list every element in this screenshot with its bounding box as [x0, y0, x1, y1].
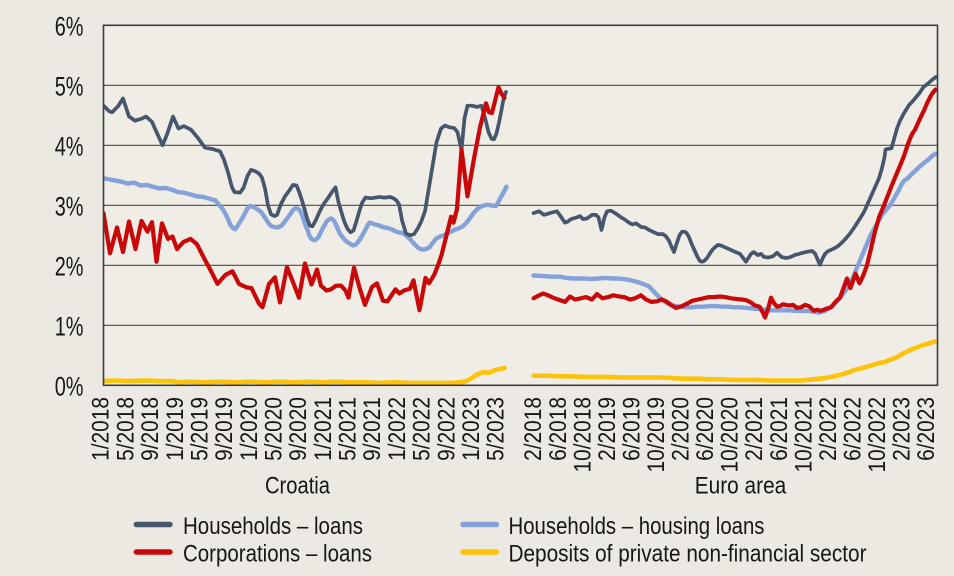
svg-text:3%: 3% [55, 192, 84, 222]
svg-text:Deposits of private non-financ: Deposits of private non-financial sector [509, 541, 867, 568]
svg-text:6%: 6% [55, 12, 84, 42]
svg-text:9/2018: 9/2018 [137, 397, 164, 461]
svg-text:5%: 5% [55, 72, 84, 102]
svg-text:Households – housing loans: Households – housing loans [509, 513, 765, 540]
svg-text:5/2023: 5/2023 [483, 397, 510, 461]
svg-text:10/2021: 10/2021 [790, 397, 817, 473]
svg-text:9/2021: 9/2021 [359, 397, 386, 461]
svg-text:Corporations – loans: Corporations – loans [183, 541, 372, 568]
svg-text:Euro area: Euro area [695, 473, 787, 500]
svg-text:6/2023: 6/2023 [913, 397, 940, 461]
svg-text:2/2020: 2/2020 [668, 397, 695, 461]
svg-text:Croatia: Croatia [265, 473, 330, 500]
svg-text:5/2020: 5/2020 [261, 397, 288, 461]
svg-text:1/2022: 1/2022 [384, 397, 411, 461]
svg-text:1/2020: 1/2020 [236, 397, 263, 461]
svg-text:2%: 2% [55, 252, 84, 282]
svg-text:9/2019: 9/2019 [211, 397, 238, 461]
svg-text:5/2022: 5/2022 [409, 397, 436, 461]
svg-text:2/2023: 2/2023 [889, 397, 916, 461]
svg-text:5/2018: 5/2018 [112, 397, 139, 461]
svg-text:6/2019: 6/2019 [618, 397, 645, 461]
svg-text:9/2020: 9/2020 [285, 397, 312, 461]
svg-text:1/2018: 1/2018 [88, 397, 115, 461]
svg-text:1/2023: 1/2023 [458, 397, 485, 461]
svg-text:6/2018: 6/2018 [545, 397, 572, 461]
svg-text:10/2019: 10/2019 [643, 397, 670, 473]
svg-text:0%: 0% [55, 372, 84, 402]
svg-text:1/2021: 1/2021 [310, 397, 337, 461]
svg-text:10/2022: 10/2022 [864, 397, 891, 473]
svg-text:2/2018: 2/2018 [520, 397, 547, 461]
svg-text:4%: 4% [55, 132, 84, 162]
svg-text:6/2022: 6/2022 [840, 397, 867, 461]
svg-text:9/2022: 9/2022 [433, 397, 460, 461]
svg-text:5/2021: 5/2021 [335, 397, 362, 461]
svg-text:5/2019: 5/2019 [186, 397, 213, 461]
svg-text:2/2022: 2/2022 [815, 397, 842, 461]
svg-text:1%: 1% [55, 312, 84, 342]
svg-text:1/2019: 1/2019 [162, 397, 189, 461]
svg-text:2/2021: 2/2021 [741, 397, 768, 461]
svg-text:Households – loans: Households – loans [183, 513, 363, 540]
svg-text:6/2020: 6/2020 [692, 397, 719, 461]
svg-text:2/2019: 2/2019 [594, 397, 621, 461]
svg-text:10/2020: 10/2020 [717, 397, 744, 473]
svg-text:10/2018: 10/2018 [569, 397, 596, 473]
svg-text:6/2021: 6/2021 [766, 397, 793, 461]
